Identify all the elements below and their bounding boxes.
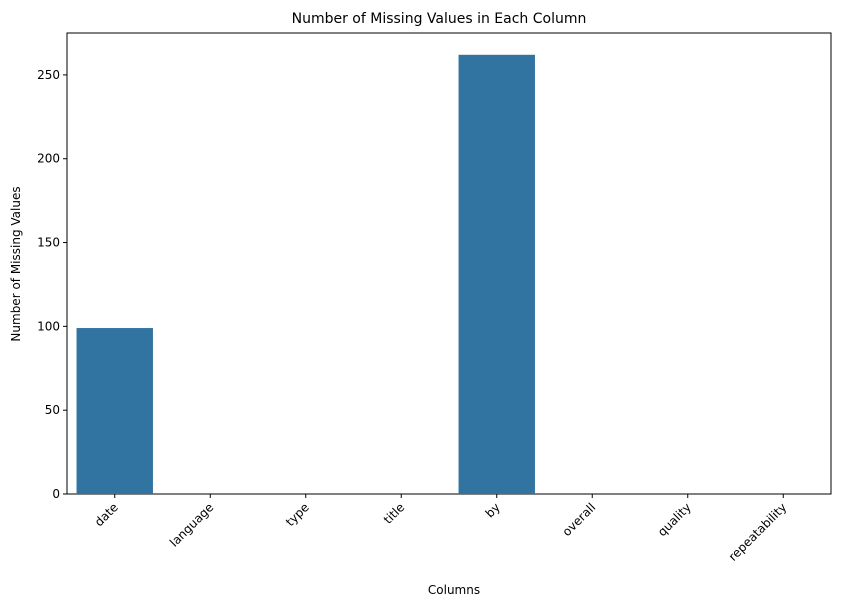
x-tick-label-repeatability: repeatability bbox=[726, 500, 790, 564]
y-tick-label: 0 bbox=[52, 487, 60, 501]
y-tick-label: 50 bbox=[45, 403, 60, 417]
y-tick-label: 150 bbox=[37, 236, 60, 250]
x-tick-label-by: by bbox=[483, 500, 503, 520]
x-tick-label-language: language bbox=[167, 500, 216, 549]
y-tick-label: 250 bbox=[37, 68, 60, 82]
x-axis-title: Columns bbox=[428, 583, 480, 597]
y-axis: 0 50 100 150 200 250 bbox=[37, 68, 67, 501]
x-tick-label-quality: quality bbox=[655, 500, 694, 539]
bar-by bbox=[458, 54, 535, 495]
bar-date bbox=[76, 328, 153, 494]
y-tick-label: 200 bbox=[37, 152, 60, 166]
x-tick-label-title: title bbox=[381, 500, 407, 526]
y-axis-title: Number of Missing Values bbox=[9, 186, 23, 341]
bars-group bbox=[76, 54, 535, 495]
y-tick-label: 100 bbox=[37, 319, 60, 333]
chart-title: Number of Missing Values in Each Column bbox=[292, 11, 587, 27]
x-tick-label-type: type bbox=[283, 500, 312, 529]
plot-frame bbox=[66, 32, 832, 495]
x-axis: date language type title by overall quality rep… bbox=[92, 494, 790, 564]
x-tick-label-date: date bbox=[92, 500, 121, 529]
plot-area: 0 50 100 150 200 250 date language type title by o… bbox=[37, 32, 832, 564]
x-tick-label-overall: overall bbox=[560, 500, 599, 539]
